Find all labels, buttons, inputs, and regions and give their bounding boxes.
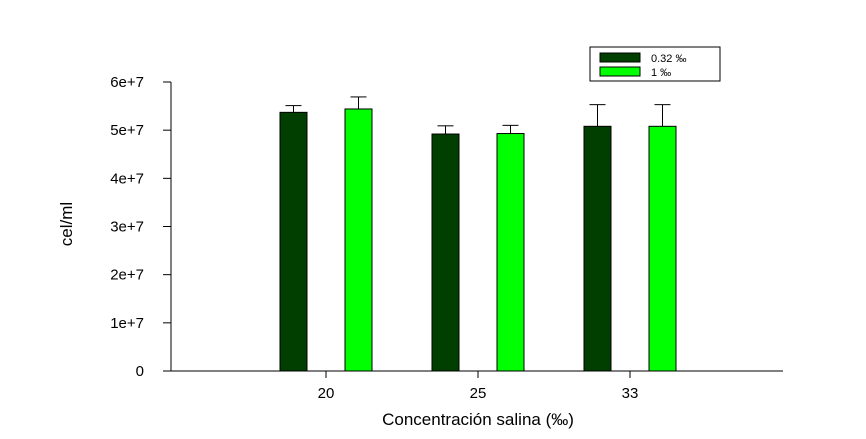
- bar-s0-25: [431, 133, 460, 372]
- legend-swatch-0: [599, 52, 641, 63]
- y-tick-label: 5e+7: [110, 122, 144, 139]
- bar-s1-20: [344, 108, 373, 372]
- y-ticks-layer: 0 1e+7 2e+7 3e+7 4e+7 5e+7 6e+7: [110, 74, 171, 380]
- bar-s0-33: [583, 125, 612, 372]
- bars-layer: [279, 108, 677, 372]
- legend: 0.32 ‰ 1 ‰: [589, 46, 721, 82]
- y-tick-label: 6e+7: [110, 74, 144, 91]
- x-tick-label: 20: [318, 385, 335, 402]
- error-bars-layer: [285, 96, 671, 135]
- axes-layer: [170, 82, 783, 372]
- y-tick-label: 3e+7: [110, 219, 144, 236]
- x-ticks-layer: 20 25 33: [318, 371, 639, 402]
- x-tick-label: 25: [470, 385, 487, 402]
- y-axis-title: cel/ml: [57, 202, 76, 246]
- y-tick-label: 2e+7: [110, 267, 144, 284]
- x-tick-label: 33: [622, 385, 639, 402]
- legend-label-0: 0.32 ‰: [651, 53, 686, 65]
- bar-s0-20: [279, 111, 308, 372]
- x-axis-title: Concentración salina (‰): [382, 410, 574, 429]
- legend-swatch-1: [599, 66, 641, 77]
- bar-s1-25: [496, 133, 525, 372]
- y-tick-label: 0: [136, 363, 144, 380]
- bar-s1-33: [648, 125, 677, 372]
- y-tick-label: 1e+7: [110, 315, 144, 332]
- y-tick-label: 4e+7: [110, 170, 144, 187]
- legend-label-1: 1 ‰: [651, 67, 671, 79]
